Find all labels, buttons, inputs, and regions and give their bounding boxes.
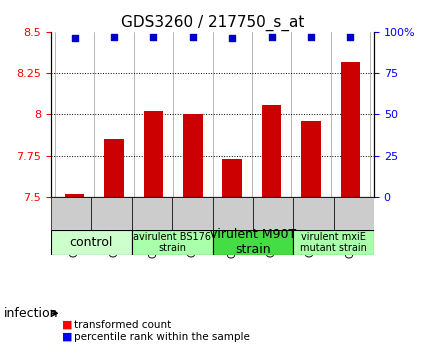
Point [347,34,354,40]
Bar [222,159,242,197]
Text: percentile rank within the sample: percentile rank within the sample [74,332,250,342]
Bar [51,230,132,255]
Text: control: control [70,236,113,249]
Title: GDS3260 / 217750_s_at: GDS3260 / 217750_s_at [121,14,304,30]
Bar [293,230,374,255]
Text: ■: ■ [62,320,72,330]
Point [308,34,314,40]
Text: ■: ■ [62,332,72,342]
Bar [144,111,163,197]
Text: avirulent BS176
strain: avirulent BS176 strain [133,232,211,253]
Bar [334,197,374,230]
Bar [51,197,91,230]
Bar [212,230,293,255]
Bar [172,197,212,230]
Point [229,36,235,41]
Bar [253,197,293,230]
Point [150,34,157,40]
Bar [301,121,321,197]
Bar [132,197,172,230]
Text: virulent mxiE
mutant strain: virulent mxiE mutant strain [300,232,367,253]
Point [190,34,196,40]
Bar [104,139,124,197]
Point [71,36,78,41]
Bar [340,62,360,197]
Text: infection: infection [4,307,59,320]
Bar [212,197,253,230]
Bar [65,194,85,197]
Bar [293,197,334,230]
Text: transformed count: transformed count [74,320,172,330]
Bar [183,114,203,197]
Bar [262,104,281,197]
Point [268,34,275,40]
Bar [132,230,212,255]
Point [110,34,117,40]
Text: virulent M90T
strain: virulent M90T strain [210,228,296,257]
Bar [91,197,132,230]
